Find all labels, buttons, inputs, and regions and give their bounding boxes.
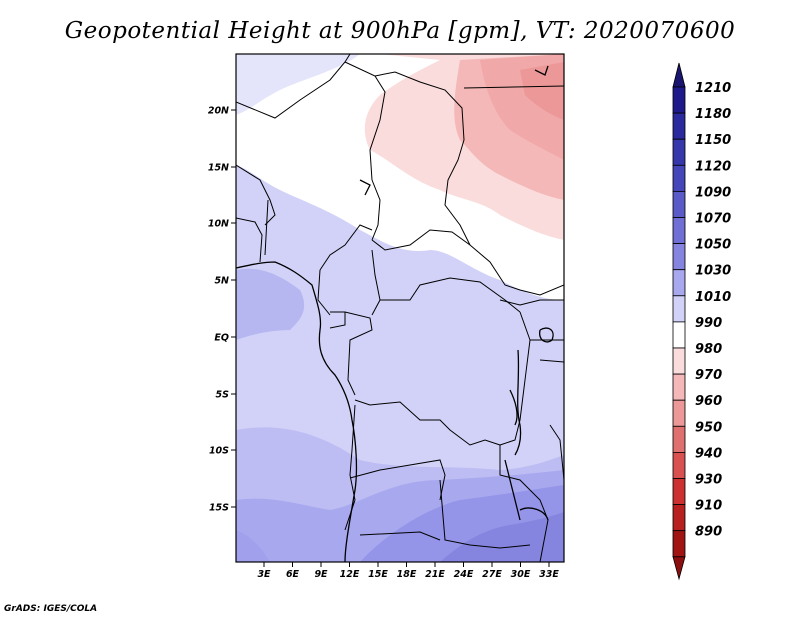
lat-tick-label: EQ bbox=[214, 333, 229, 344]
lat-tick-label: 10S bbox=[209, 446, 229, 457]
colorbar-segment bbox=[672, 86, 686, 114]
colorbar-label: 970 bbox=[695, 368, 722, 383]
colorbar-segment bbox=[672, 295, 686, 323]
lat-tick-label: 15S bbox=[209, 503, 229, 514]
longitude-axis: 3E 6E 9E 12E 15E 18E 21E 24E 27E 30E 33E bbox=[257, 562, 559, 580]
lon-tick-label: 9E bbox=[314, 569, 328, 580]
lat-tick-label: 10N bbox=[208, 219, 229, 230]
colorbar-segment bbox=[672, 530, 686, 558]
colorbar-label: 1010 bbox=[695, 290, 731, 305]
colorbar-segment bbox=[672, 269, 686, 297]
colorbar-segment bbox=[672, 399, 686, 427]
colorbar-label: 960 bbox=[695, 394, 722, 409]
lat-tick-label: 5N bbox=[214, 276, 229, 287]
latitude-axis: 20N 15N 10N 5N EQ 5S 10S 15S bbox=[208, 106, 236, 514]
chart-title: Geopotential Height at 900hPa [gpm], VT:… bbox=[64, 18, 736, 44]
lon-tick-label: 15E bbox=[368, 569, 388, 580]
colorbar-segment bbox=[672, 190, 686, 218]
colorbar-segment bbox=[672, 112, 686, 140]
colorbar-label: 1150 bbox=[695, 133, 731, 148]
colorbar-segment bbox=[672, 504, 686, 532]
colorbar: 1210 1180 1150 1120 1090 1070 1050 1030 1010 990 9… bbox=[672, 62, 731, 581]
lat-tick-label: 5S bbox=[216, 390, 230, 401]
colorbar-segment bbox=[672, 217, 686, 245]
colorbar-segment bbox=[672, 425, 686, 453]
colorbar-label: 1120 bbox=[695, 159, 731, 174]
colorbar-label: 890 bbox=[695, 525, 722, 540]
colorbar-segment bbox=[672, 243, 686, 271]
colorbar-label: 950 bbox=[695, 420, 722, 435]
lat-tick-label: 15N bbox=[208, 163, 229, 174]
lon-tick-label: 21E bbox=[425, 569, 445, 580]
colorbar-label: 1070 bbox=[695, 212, 731, 227]
colorbar-label: 980 bbox=[695, 342, 722, 357]
lon-tick-label: 12E bbox=[340, 569, 360, 580]
colorbar-segment bbox=[672, 164, 686, 192]
colorbar-segment bbox=[672, 347, 686, 375]
credit-text: GrADS: IGES/COLA bbox=[4, 604, 98, 614]
colorbar-label: 1180 bbox=[695, 107, 731, 122]
colorbar-label: 930 bbox=[695, 473, 722, 488]
colorbar-label: 1210 bbox=[695, 81, 731, 96]
colorbar-segment bbox=[672, 138, 686, 166]
colorbar-segment bbox=[672, 373, 686, 401]
lon-tick-label: 27E bbox=[482, 569, 502, 580]
map-frame bbox=[235, 53, 565, 563]
lon-tick-label: 33E bbox=[539, 569, 559, 580]
lon-tick-label: 6E bbox=[286, 569, 300, 580]
colorbar-segment bbox=[672, 451, 686, 479]
country-boundaries bbox=[236, 54, 564, 562]
lon-tick-label: 24E bbox=[454, 569, 474, 580]
colorbar-label: 1030 bbox=[695, 264, 731, 279]
height-field bbox=[236, 54, 564, 562]
colorbar-top-arrow bbox=[672, 62, 686, 88]
colorbar-label: 1090 bbox=[695, 185, 731, 200]
lat-tick-label: 20N bbox=[208, 106, 229, 117]
lon-tick-label: 30E bbox=[511, 569, 531, 580]
colorbar-bottom-arrow bbox=[672, 556, 686, 581]
lon-tick-label: 3E bbox=[257, 569, 271, 580]
coastline bbox=[236, 65, 554, 562]
colorbar-label: 940 bbox=[695, 446, 722, 461]
colorbar-segment bbox=[672, 321, 686, 349]
colorbar-label: 1050 bbox=[695, 238, 731, 253]
colorbar-label: 990 bbox=[695, 316, 722, 331]
lon-tick-label: 18E bbox=[397, 569, 417, 580]
colorbar-label: 910 bbox=[695, 499, 722, 514]
colorbar-segment bbox=[672, 478, 686, 506]
